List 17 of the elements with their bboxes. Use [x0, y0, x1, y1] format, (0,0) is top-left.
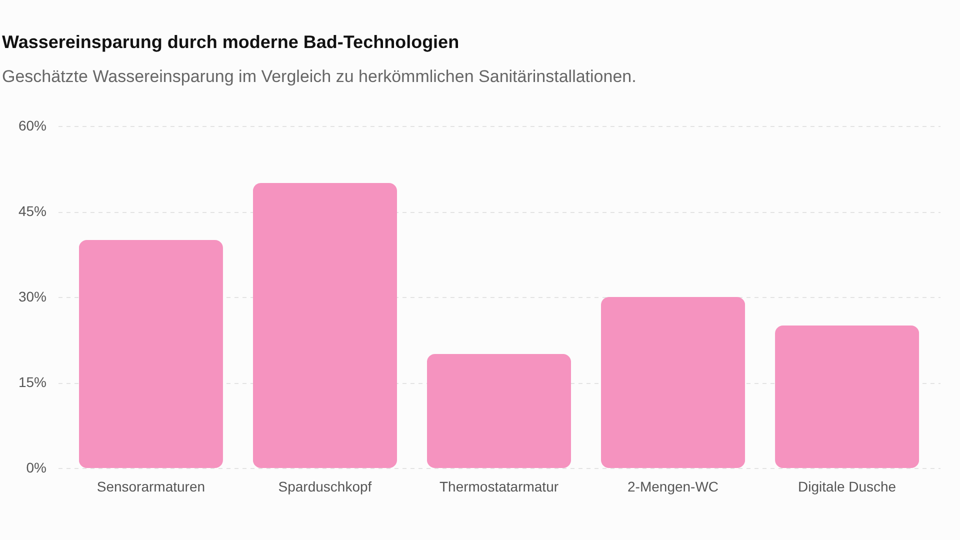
y-tick-label: 15%: [18, 374, 46, 390]
bar: [426, 354, 572, 468]
y-tick-label: 30%: [18, 288, 46, 304]
y-tick-label: 0%: [26, 460, 46, 476]
x-tick-label: 2-Mengen-WC: [628, 478, 719, 494]
x-tick-label: Thermostatarmatur: [439, 478, 559, 494]
chart-subtitle: Geschätzte Wassereinsparung im Vergleich zu herkömmlichen Sanitärinstallationen.: [2, 67, 636, 86]
y-tick-label: 60%: [18, 118, 46, 134]
x-tick-label: Digitale Dusche: [798, 478, 896, 494]
bar: [600, 297, 746, 468]
chart-title: Wassereinsparung durch moderne Bad-Technologien: [2, 32, 460, 52]
bar: [775, 326, 920, 468]
x-tick-label: Sensorarmaturen: [96, 478, 206, 494]
y-tick-label: 45%: [18, 203, 46, 219]
bar: [78, 240, 223, 468]
bar: [252, 183, 398, 468]
x-tick-label: Sparduschkopf: [278, 478, 372, 494]
